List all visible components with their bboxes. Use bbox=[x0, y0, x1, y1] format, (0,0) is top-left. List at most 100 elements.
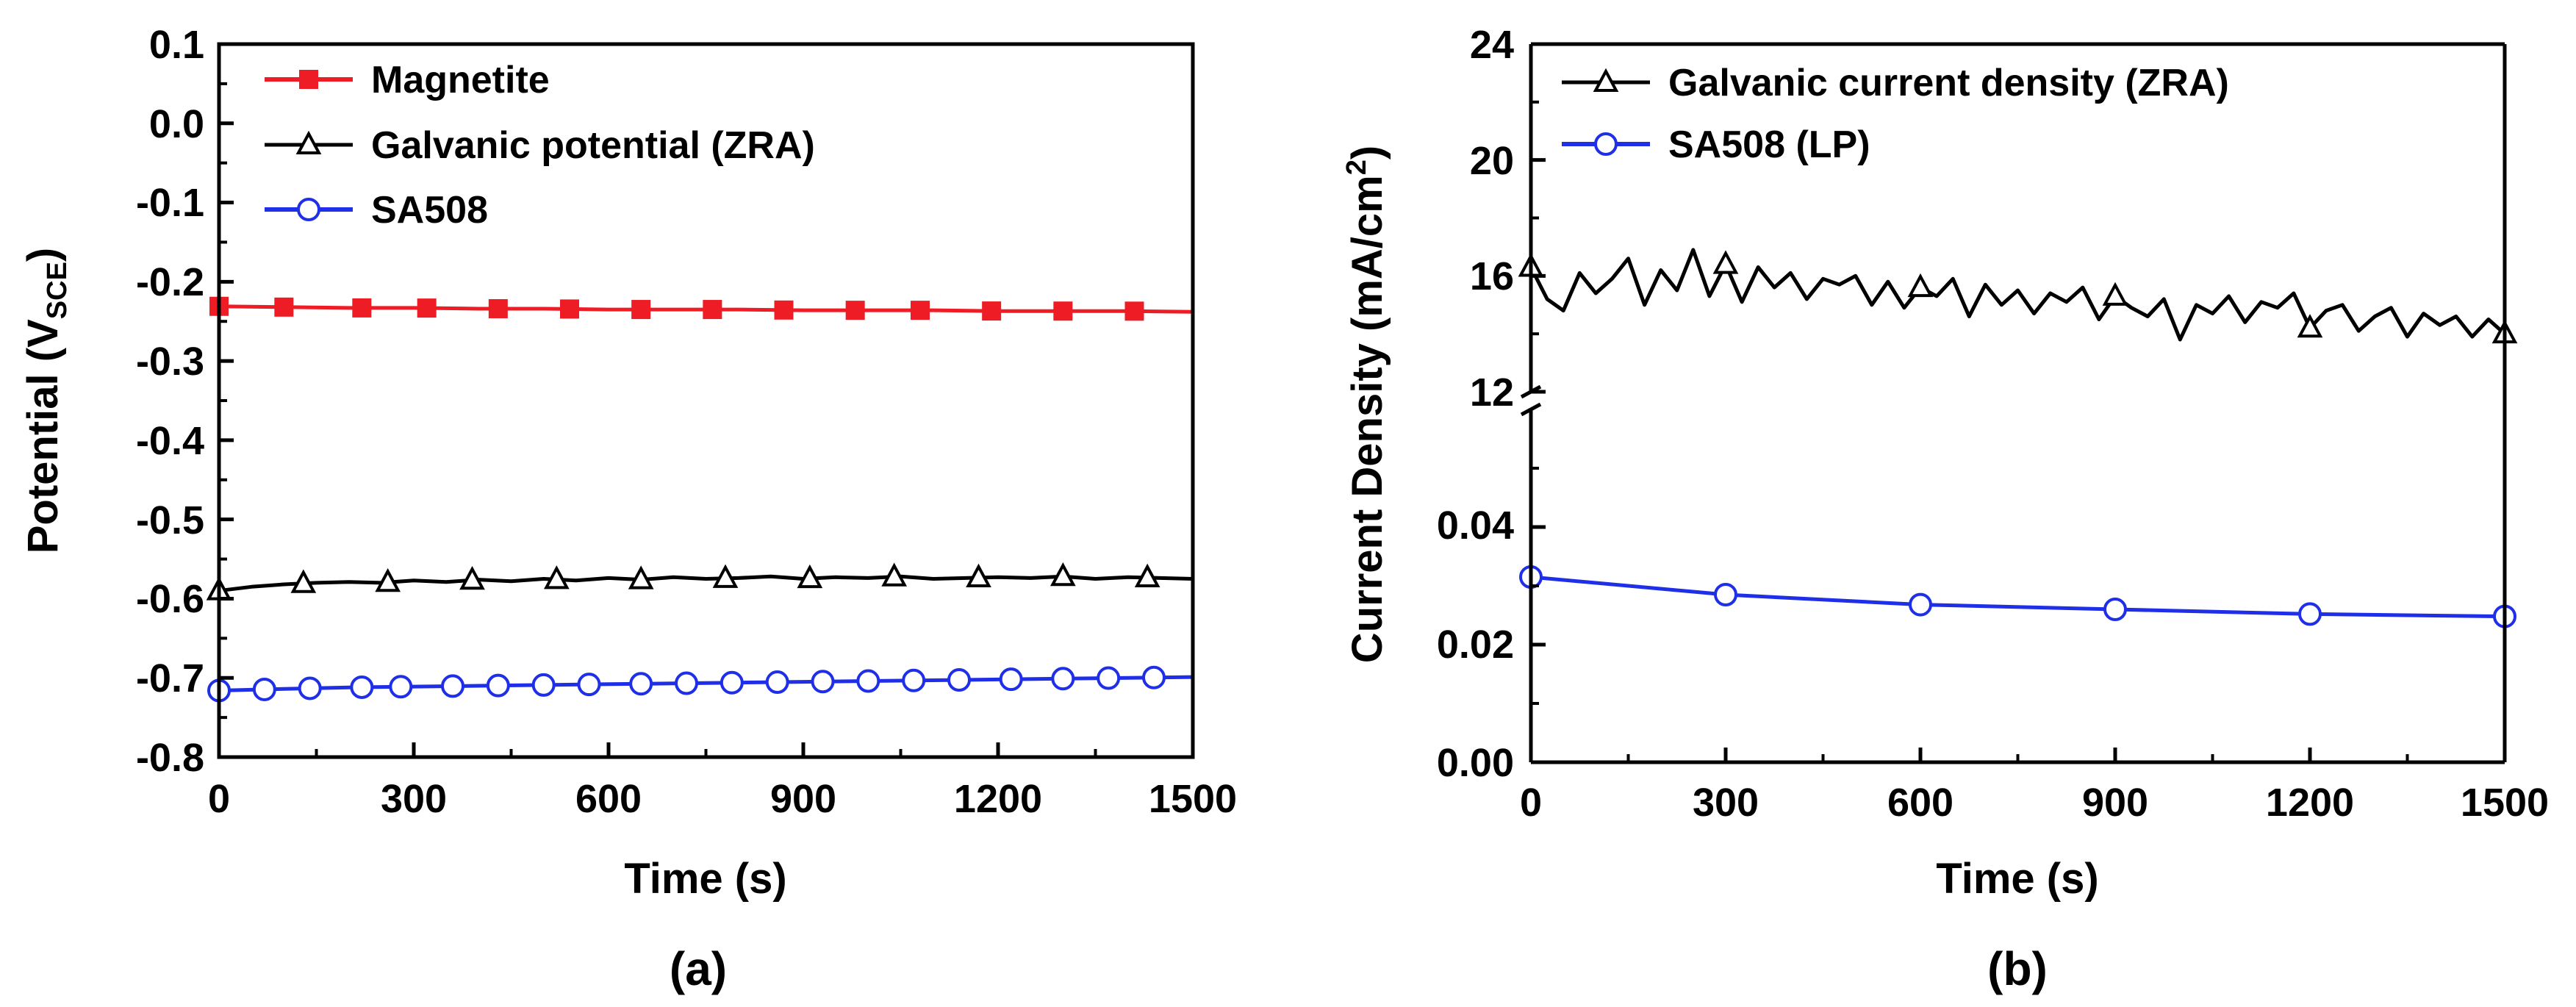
panel-b-ytick-label: 24 bbox=[1470, 23, 1514, 67]
panel-b-sa508-lp-data-marker bbox=[2298, 602, 2322, 626]
panel-a-magnetite-data-marker bbox=[631, 300, 651, 320]
panel-b-ticks bbox=[1529, 42, 2507, 764]
panel-a-galvanic-potential-data-marker bbox=[543, 565, 570, 589]
panel-a-sa508-data-marker bbox=[298, 676, 322, 700]
panel-a-xtick-label: 600 bbox=[575, 777, 642, 821]
panel-b-xtick-label: 1500 bbox=[2461, 781, 2549, 825]
legend-label-galvanic-current: Galvanic current density (ZRA) bbox=[1668, 62, 2229, 104]
panel-a-y-axis-label-sub: SCE bbox=[42, 262, 73, 319]
legend-label-magnetite: Magnetite bbox=[371, 59, 550, 101]
panel-a-sa508-data-marker bbox=[577, 673, 601, 697]
panel-a-magnetite-data-marker bbox=[1124, 301, 1144, 321]
panel-b-y-axis-label-main: Current Density (mA/cm bbox=[1343, 175, 1391, 663]
panel-a-y-axis-label-main: Potential (V bbox=[19, 319, 67, 553]
panel-b-y-axis-label: Current Density (mA/cm2) bbox=[1341, 146, 1391, 663]
panel-b-galvanic-current-data-marker bbox=[1907, 273, 1934, 298]
panel-a-label: (a) bbox=[670, 942, 727, 995]
legend-entry-sa508-lp: SA508 (LP) bbox=[1562, 123, 1870, 166]
panel-a-sa508-data-marker bbox=[629, 672, 653, 696]
legend-marker-sa508 bbox=[297, 198, 320, 221]
panel-a-sa508-data-marker bbox=[252, 677, 276, 701]
panel-a-galvanic-potential-data-marker bbox=[1134, 563, 1160, 587]
panel-a-sa508-data-marker bbox=[1051, 667, 1075, 691]
panel-a-galvanic-potential-data-marker bbox=[881, 562, 908, 587]
panel-b-xtick-labels: 0 300 600 900 1200 1500 bbox=[1520, 781, 2549, 825]
panel-a-magnetite-data-marker bbox=[417, 298, 437, 318]
legend-marker-sa508-lp bbox=[1594, 132, 1618, 156]
panel-a-sa508-data-marker bbox=[999, 667, 1023, 692]
panel-a-sa508-data-marker bbox=[486, 673, 510, 698]
panel-a-y-axis-label: Potential (VSCE) bbox=[19, 248, 73, 554]
panel-a-sa508-series-line bbox=[218, 675, 1194, 692]
panel-a-ytick-label: -0.6 bbox=[136, 577, 204, 621]
panel-b-xtick-label: 300 bbox=[1693, 781, 1759, 825]
panel-a-galvanic-potential-data-marker bbox=[1050, 562, 1076, 587]
legend-entry-galvanic-current: Galvanic current density (ZRA) bbox=[1562, 62, 2229, 104]
panel-b-x-axis-label: Time (s) bbox=[1936, 855, 2098, 903]
panel-a-sa508-data-marker bbox=[531, 673, 556, 697]
panel-a-xtick-label: 0 bbox=[208, 777, 230, 821]
panel-a-ytick-label: 0.1 bbox=[149, 23, 204, 67]
legend-marker-galvanic-potential bbox=[295, 130, 322, 154]
panel-a-xtick-label: 900 bbox=[770, 777, 836, 821]
panel-a: 0.1 0.0 -0.1 -0.2 -0.3 -0.4 -0.5 -0.6 -0… bbox=[19, 23, 1237, 995]
panel-a-ytick-label: -0.5 bbox=[136, 498, 204, 542]
panel-b-xtick-label: 900 bbox=[2082, 781, 2148, 825]
panel-a-ytick-label: -0.7 bbox=[136, 656, 204, 700]
panel-a-sa508-data-marker bbox=[947, 668, 971, 692]
panel-b-xtick-label: 600 bbox=[1887, 781, 1953, 825]
panel-a-sa508-data-marker bbox=[856, 669, 880, 693]
panel-b-series-layer bbox=[1518, 248, 2518, 628]
panel-b-y-axis-label-sup: 2 bbox=[1341, 160, 1372, 175]
panel-b-ytick-label: 0.04 bbox=[1437, 504, 1514, 548]
panel-a-ytick-label: -0.2 bbox=[136, 260, 204, 304]
legend-entry-magnetite: Magnetite bbox=[265, 59, 550, 101]
panel-a-galvanic-potential-data-marker bbox=[797, 564, 823, 589]
panel-b-xtick-label: 1200 bbox=[2266, 781, 2354, 825]
panel-a-ytick-label: 0.0 bbox=[149, 102, 204, 146]
legend-label-sa508-lp: SA508 (LP) bbox=[1668, 123, 1870, 166]
panel-a-sa508-data-marker bbox=[441, 674, 464, 698]
panel-a-sa508-data-marker bbox=[1097, 666, 1121, 690]
panel-b-sa508-lp-data-marker bbox=[2103, 598, 2127, 621]
panel-a-xtick-label: 300 bbox=[381, 777, 447, 821]
panel-a-magnetite-data-marker bbox=[560, 299, 579, 319]
legend-entry-galvanic-potential: Galvanic potential (ZRA) bbox=[265, 124, 815, 167]
panel-b-ytick-label: 0.02 bbox=[1437, 623, 1514, 667]
panel-a-sa508-data-marker bbox=[811, 670, 835, 694]
axis-break-mark bbox=[1520, 402, 1542, 417]
panel-a-magnetite-data-marker bbox=[774, 300, 794, 320]
panel-b-label: (b) bbox=[1987, 942, 2048, 995]
panel-a-y-axis-label-tail: ) bbox=[19, 248, 67, 262]
legend-marker-magnetite bbox=[299, 70, 318, 89]
panel-b-xtick-label: 0 bbox=[1520, 781, 1542, 825]
panel-a-magnetite-data-marker bbox=[352, 298, 372, 318]
panel-a-sa508-data-marker bbox=[389, 675, 413, 699]
panel-b-sa508-lp-data-marker bbox=[1714, 583, 1737, 606]
panel-a-xtick-label: 1200 bbox=[954, 777, 1042, 821]
panel-a-magnetite-data-marker bbox=[274, 297, 294, 317]
panel-a-sa508-data-marker bbox=[765, 670, 789, 695]
panel-a-galvanic-potential-data-marker bbox=[375, 568, 401, 592]
panel-a-legend: Magnetite Galvanic potential (ZRA) SA508 bbox=[265, 59, 815, 232]
panel-a-ytick-label: -0.8 bbox=[136, 736, 204, 780]
panel-a-ticks bbox=[217, 42, 1195, 759]
panel-a-galvanic-potential-data-marker bbox=[712, 564, 739, 588]
panel-a-sa508-data-marker bbox=[902, 668, 926, 692]
panel-a-x-axis-label: Time (s) bbox=[624, 855, 786, 903]
panel-b: 24 20 16 12 0.04 0.02 0.00 0 300 600 900… bbox=[1341, 23, 2549, 995]
legend-label-galvanic-potential: Galvanic potential (ZRA) bbox=[371, 124, 815, 167]
panel-b-ytick-label: 12 bbox=[1470, 370, 1514, 415]
panel-a-magnetite-data-marker bbox=[703, 300, 722, 320]
panel-a-ytick-labels: 0.1 0.0 -0.1 -0.2 -0.3 -0.4 -0.5 -0.6 -0… bbox=[136, 23, 204, 780]
panel-b-galvanic-current-data-marker bbox=[1712, 250, 1739, 274]
panel-a-sa508-data-marker bbox=[350, 675, 374, 699]
panel-a-sa508-data-marker bbox=[720, 670, 744, 695]
panel-a-galvanic-potential-data-marker bbox=[290, 569, 317, 593]
panel-b-ytick-labels: 24 20 16 12 0.04 0.02 0.00 bbox=[1437, 23, 1514, 785]
panel-a-xtick-labels: 0 300 600 900 1200 1500 bbox=[208, 777, 1237, 821]
panel-a-magnetite-data-marker bbox=[845, 301, 865, 320]
panel-a-series-layer bbox=[206, 296, 1194, 703]
panel-a-ytick-label: -0.1 bbox=[136, 181, 204, 225]
